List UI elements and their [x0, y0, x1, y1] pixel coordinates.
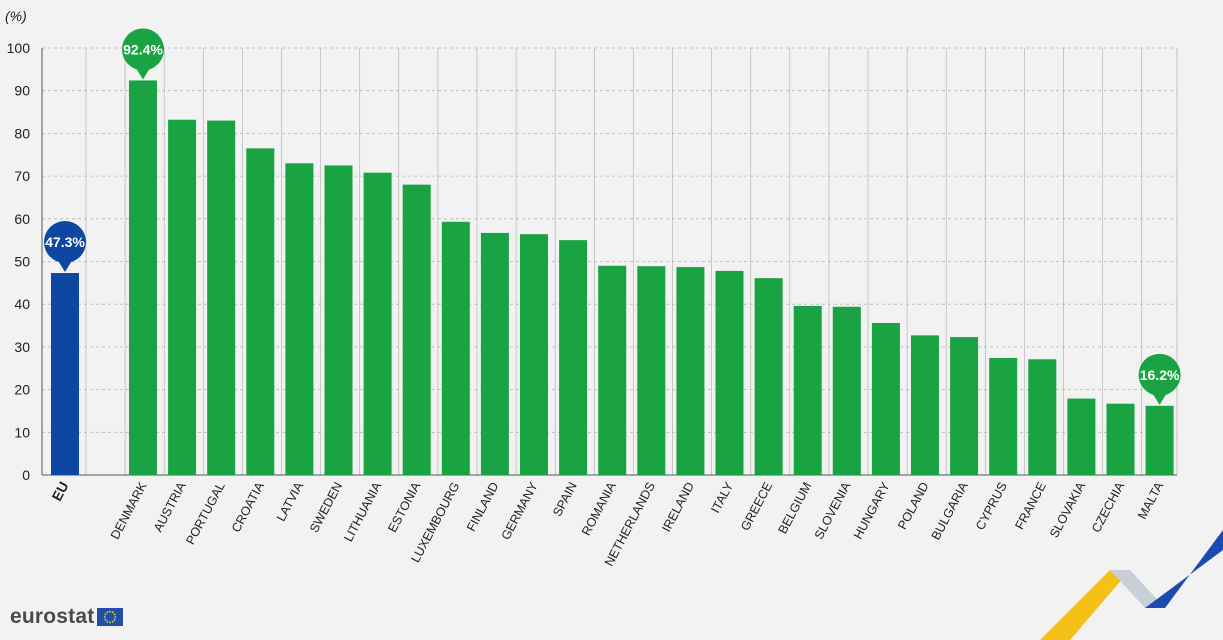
callout-label-eu: 47.3% — [45, 234, 85, 250]
y-tick-label: 60 — [14, 211, 30, 227]
bar-luxembourg — [441, 221, 470, 475]
bar-slovakia — [1067, 398, 1096, 475]
x-tick-label-croatia: CROATIA — [229, 479, 267, 534]
y-tick-label: 50 — [14, 254, 30, 270]
callout-bubble-eu — [44, 221, 86, 264]
y-tick-label: 40 — [14, 296, 30, 312]
callout-label-denmark: 92.4% — [123, 41, 163, 57]
bar-austria — [168, 119, 197, 476]
x-tick-label-sweden: SWEDEN — [307, 480, 345, 535]
bar-bulgaria — [950, 337, 979, 475]
bar-italy — [715, 270, 744, 475]
x-tick-label-portugal: PORTUGAL — [183, 480, 228, 547]
bar-romania — [598, 265, 627, 475]
callout-bubble-denmark — [122, 28, 164, 71]
bar-ireland — [676, 267, 705, 475]
bar-belgium — [793, 305, 822, 475]
x-tick-label-estonia: ESTONIA — [385, 479, 423, 534]
x-tick-label-ireland: IRELAND — [659, 480, 697, 534]
y-tick-label: 20 — [14, 382, 30, 398]
decorative-stripes — [1040, 530, 1223, 640]
y-tick-label: 80 — [14, 125, 30, 141]
bar-chart: (%) 0 10 20 30 40 50 60 70 80 90 100 EU DENMARK AUSTRI… — [5, 8, 1181, 569]
callout-label-malta: 16.2% — [1140, 367, 1180, 383]
x-tick-label-malta: MALTA — [1135, 479, 1166, 521]
x-tick-label-greece: GREECE — [738, 480, 775, 533]
y-axis-unit-label: (%) — [5, 8, 27, 24]
bar-eu — [51, 273, 79, 475]
bar-denmark — [129, 80, 157, 476]
bar-finland — [480, 232, 509, 475]
eurostat-logo: eurostat — [10, 605, 124, 629]
bar-netherlands — [637, 266, 666, 475]
callout-bubble-malta — [1138, 353, 1181, 396]
bar-latvia — [285, 163, 314, 476]
bar-estonia — [402, 184, 431, 475]
bar-croatia — [246, 148, 275, 475]
bar-lithuania — [363, 172, 392, 475]
y-tick-label: 0 — [22, 467, 30, 483]
x-tick-label-cyprus: CYPRUS — [973, 480, 1010, 533]
bar-spain — [559, 240, 588, 475]
x-tick-label-lithuania: LITHUANIA — [341, 479, 384, 544]
y-tick-label: 30 — [14, 339, 30, 355]
bar-czechia — [1106, 403, 1135, 475]
x-tick-label-latvia: LATVIA — [274, 479, 306, 523]
x-tick-label-germany: GERMANY — [499, 479, 541, 542]
x-tick-label-romania: ROMANIA — [579, 479, 619, 538]
x-tick-label-hungary: HUNGARY — [851, 479, 893, 541]
x-tick-label-bulgaria: BULGARIA — [929, 479, 971, 542]
x-tick-label-austria: AUSTRIA — [151, 479, 189, 534]
y-tick-label: 100 — [7, 40, 31, 56]
y-tick-label: 10 — [14, 424, 30, 440]
bar-france — [1028, 359, 1057, 475]
x-tick-label-slovenia: SLOVENIA — [812, 479, 854, 541]
x-tick-label-italy: ITALY — [708, 479, 736, 515]
y-tick-label: 90 — [14, 83, 30, 99]
y-tick-label: 70 — [14, 168, 30, 184]
bar-sweden — [324, 165, 353, 476]
bar-hungary — [871, 322, 900, 475]
bar-malta — [1145, 405, 1174, 475]
x-tick-label-belgium: BELGIUM — [776, 480, 815, 536]
x-tick-label-finland: FINLAND — [464, 480, 501, 534]
bar-germany — [520, 234, 548, 475]
x-tick-label-spain: SPAIN — [550, 480, 580, 519]
bar-greece — [754, 278, 783, 475]
eu-flag-icon — [97, 608, 124, 626]
x-tick-label-eu: EU — [48, 479, 71, 504]
bar-portugal — [207, 120, 236, 475]
bar-cyprus — [989, 358, 1018, 475]
x-tick-label-poland: POLAND — [895, 480, 931, 532]
bar-slovenia — [832, 306, 861, 475]
x-tick-label-denmark: DENMARK — [108, 479, 150, 541]
eurostat-logo-text: eurostat — [10, 605, 95, 628]
bar-poland — [911, 335, 939, 475]
